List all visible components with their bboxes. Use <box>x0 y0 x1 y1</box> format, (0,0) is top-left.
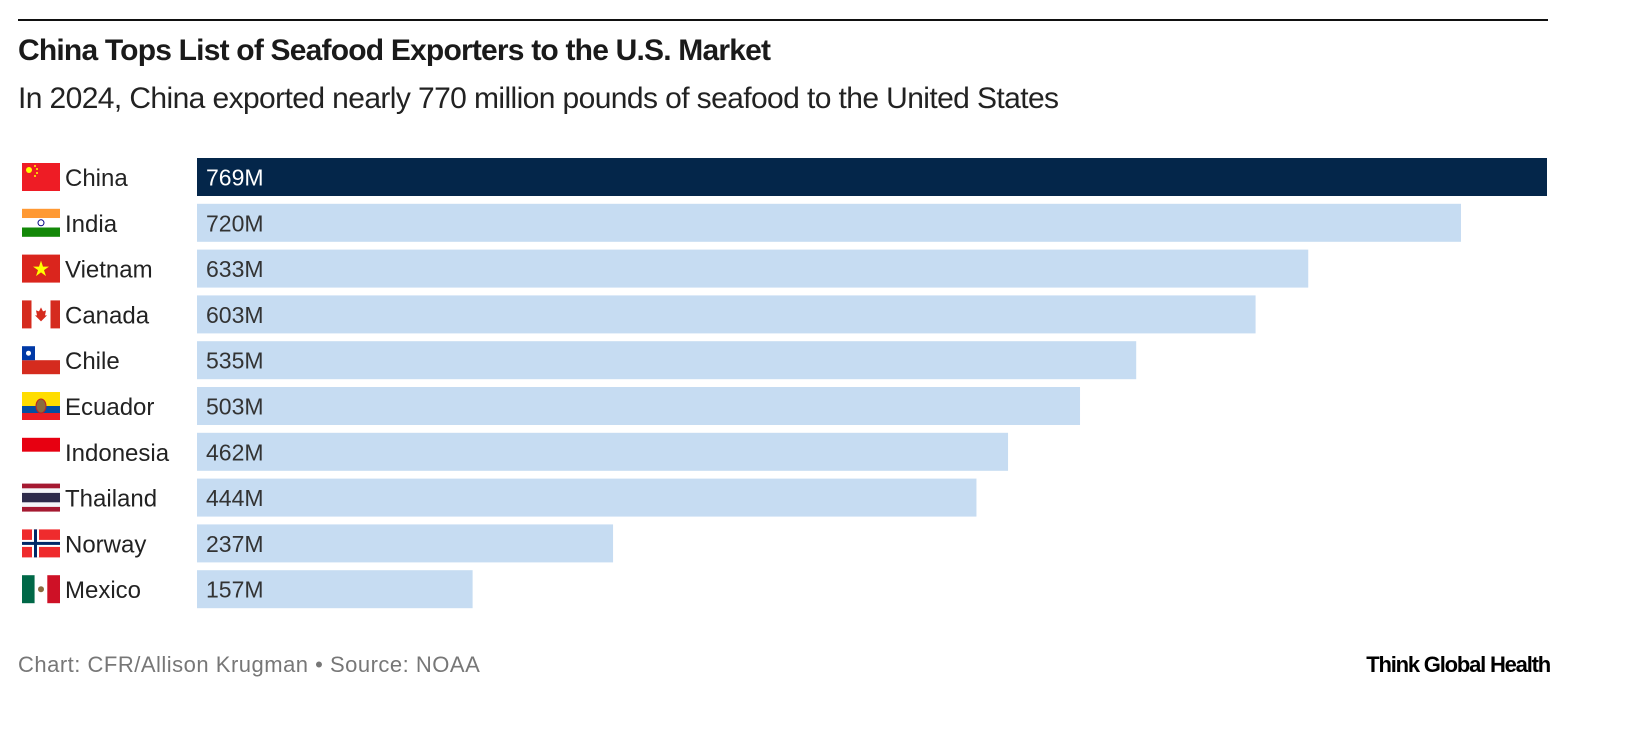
value-label: 157M <box>206 577 264 603</box>
top-rule <box>18 19 1548 21</box>
category-label: Indonesia <box>65 440 170 467</box>
bar-chart: China 769M India 720M Vietnam 633M Canada 603M C… <box>22 158 1547 609</box>
bar-indonesia <box>197 432 1009 471</box>
bar-norway <box>197 524 614 563</box>
value-label: 444M <box>206 485 264 511</box>
category-label: Ecuador <box>65 394 154 421</box>
flag-mexico-icon <box>22 575 60 604</box>
bar-china <box>197 158 1547 196</box>
value-label: 603M <box>206 302 264 328</box>
flag-thailand-icon <box>22 483 60 512</box>
flag-vietnam-icon <box>22 254 60 283</box>
value-label: 720M <box>206 210 264 236</box>
bar-india <box>197 203 1461 242</box>
category-label: India <box>65 211 118 238</box>
category-label: Canada <box>65 302 150 329</box>
value-label: 535M <box>206 348 264 374</box>
bar-vietnam <box>197 249 1309 288</box>
value-label: 633M <box>206 256 264 282</box>
chart-title: China Tops List of Seafood Exporters to … <box>18 34 771 67</box>
bar-mexico <box>197 570 473 609</box>
chart-subtitle: In 2024, China exported nearly 770 milli… <box>18 82 1059 115</box>
value-label: 462M <box>206 439 264 465</box>
flag-indonesia-icon <box>22 437 60 466</box>
value-label: 769M <box>206 165 264 191</box>
flag-chile-icon <box>22 346 60 375</box>
flag-ecuador-icon <box>22 392 60 420</box>
flag-norway-icon <box>22 529 60 558</box>
bar-ecuador <box>197 387 1081 425</box>
bar-chile <box>197 341 1137 380</box>
category-label: Thailand <box>65 486 157 513</box>
bar-canada <box>197 295 1256 334</box>
category-label: Vietnam <box>65 257 153 284</box>
value-label: 503M <box>206 394 264 420</box>
source-footer: Chart: CFR/Allison Krugman • Source: NOA… <box>18 652 481 677</box>
value-label: 237M <box>206 531 264 557</box>
category-label: China <box>65 165 128 192</box>
think-global-health-logo: Think Global Health <box>1366 652 1551 677</box>
category-label: Norway <box>65 531 146 558</box>
bar-thailand <box>197 478 977 517</box>
category-label: Mexico <box>65 577 141 604</box>
category-label: Chile <box>65 348 120 375</box>
flag-india-icon <box>22 208 60 237</box>
flag-canada-icon <box>22 300 60 329</box>
flag-china-icon <box>22 163 60 191</box>
